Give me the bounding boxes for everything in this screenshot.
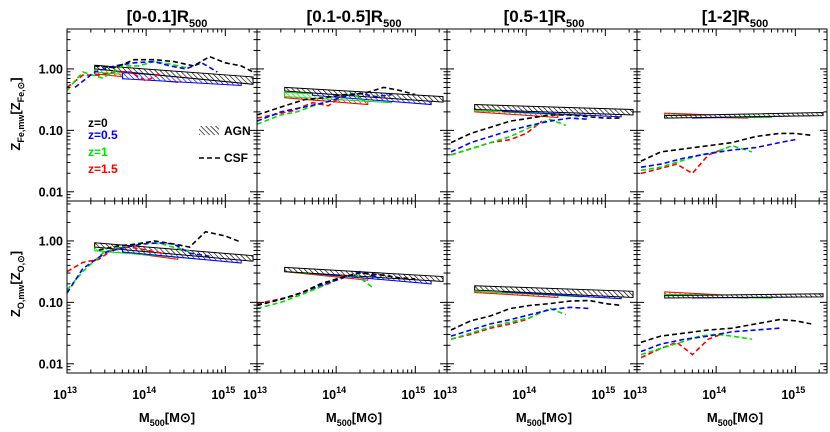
y-tick-label: 0.10 bbox=[39, 124, 63, 138]
plot-area bbox=[67, 230, 254, 294]
y-tick-label: 0.01 bbox=[39, 357, 63, 371]
x-tick-label: 1015 bbox=[401, 385, 425, 402]
csf-line-z1 bbox=[640, 144, 753, 172]
agn-band-z0 bbox=[94, 64, 254, 85]
csf-line-z15 bbox=[640, 148, 725, 175]
panel-r1-c1: 0.01 0.10 1.00 bbox=[39, 28, 258, 202]
x-tick-label: 1015 bbox=[211, 385, 235, 402]
csf-line-z15 bbox=[67, 71, 163, 89]
csf-line-z0 bbox=[640, 132, 812, 162]
csf-line-z05 bbox=[67, 241, 210, 294]
x-tick-label: 1013 bbox=[53, 385, 77, 402]
x-tick-label: 1013 bbox=[623, 385, 647, 402]
y-tick-label: 1.00 bbox=[39, 234, 63, 248]
csf-line-z1 bbox=[640, 333, 752, 356]
panel-r1-c4 bbox=[636, 28, 828, 202]
x-tick-label: 1014 bbox=[322, 385, 346, 402]
x-axis-label-4: M500[M⊙] bbox=[707, 410, 763, 428]
legend-z0: z=0 bbox=[88, 116, 108, 130]
legend-z1: z=1 bbox=[88, 145, 108, 159]
panel-r1-c3 bbox=[446, 28, 638, 202]
x-axis-label-2: M500[M⊙] bbox=[326, 410, 382, 428]
agn-band-z0 bbox=[284, 86, 444, 103]
csf-line-z1 bbox=[257, 273, 373, 310]
csf-line-z05 bbox=[450, 117, 590, 153]
panel-title-3: [0.5-1]R500 bbox=[504, 7, 585, 30]
legend-agn-label: AGN bbox=[224, 124, 251, 138]
agn-band-z0 bbox=[474, 104, 634, 116]
plot-area bbox=[67, 55, 254, 91]
csf-line-z05 bbox=[450, 306, 590, 337]
csf-line-z05 bbox=[74, 60, 218, 89]
x-axis-label-1: M500[M⊙] bbox=[139, 410, 195, 428]
legend-csf-label: CSF bbox=[224, 151, 248, 165]
panel-r2-c4: 1013 1014 1015 bbox=[623, 200, 828, 402]
csf-line-z0 bbox=[257, 86, 416, 116]
y-tick-label: 0.10 bbox=[39, 296, 63, 310]
panel-title-2: [0.1-0.5]R500 bbox=[307, 7, 402, 30]
csf-line-z15 bbox=[257, 274, 345, 305]
legend: z=0 z=0.5 z=1 z=1.5 AGN CSF bbox=[88, 116, 251, 176]
legend-z05: z=0.5 bbox=[88, 128, 118, 142]
panel-frame bbox=[636, 200, 828, 374]
plot-area bbox=[257, 86, 444, 125]
legend-z15: z=1.5 bbox=[88, 162, 118, 176]
panel-r2-c2: 1013 1014 1015 bbox=[243, 200, 448, 402]
panel-title-4: [1-2]R500 bbox=[702, 7, 769, 30]
legend-agn-swatch bbox=[199, 126, 219, 135]
csf-line-z0 bbox=[94, 55, 254, 73]
y-tick-label: 1.00 bbox=[39, 62, 63, 76]
y-axis-label-o: ZO,mw[ZO,⊙] bbox=[8, 251, 26, 317]
agn-band-z0 bbox=[474, 285, 634, 298]
csf-line-z1 bbox=[450, 307, 567, 340]
csf-line-z05 bbox=[640, 327, 780, 353]
plot-area bbox=[640, 291, 824, 359]
panel-r2-c1: 0.01 0.10 1.00 1013 1014 1015 bbox=[39, 200, 258, 402]
csf-line-z05 bbox=[257, 92, 392, 122]
x-tick-label: 1014 bbox=[702, 385, 726, 402]
csf-line-z1 bbox=[450, 118, 567, 156]
x-axis-label-3: M500[M⊙] bbox=[516, 410, 572, 428]
panel-frame bbox=[66, 200, 258, 374]
csf-line-z05 bbox=[640, 138, 796, 168]
csf-line-z1 bbox=[67, 60, 186, 91]
x-tick-label: 1014 bbox=[512, 385, 536, 402]
plot-area bbox=[450, 104, 634, 156]
agn-band-z0 bbox=[664, 293, 824, 299]
y-axis-label-fe: ZFe,mw[ZFe,⊙] bbox=[8, 77, 26, 150]
x-tick-label: 1015 bbox=[591, 385, 615, 402]
plot-area bbox=[450, 285, 634, 340]
x-tick-label: 1015 bbox=[781, 385, 805, 402]
x-tick-label: 1014 bbox=[132, 385, 156, 402]
panel-frame bbox=[256, 28, 448, 202]
agn-band-z0 bbox=[664, 112, 824, 119]
csf-line-z0 bbox=[640, 318, 812, 344]
csf-line-z15 bbox=[640, 332, 725, 359]
panel-frame bbox=[256, 200, 448, 374]
csf-line-z0 bbox=[98, 230, 242, 251]
plot-area bbox=[257, 266, 444, 310]
x-tick-label: 1013 bbox=[243, 385, 267, 402]
plot-area bbox=[640, 112, 824, 175]
csf-line-z0 bbox=[450, 114, 622, 144]
panel-title-1: [0-0.1]R500 bbox=[127, 7, 208, 30]
panel-r1-c2 bbox=[256, 28, 448, 202]
panel-r2-c3: 1013 1014 1015 bbox=[433, 200, 638, 402]
csf-line-z15 bbox=[67, 246, 163, 273]
y-tick-label: 0.01 bbox=[39, 185, 63, 199]
x-tick-label: 1013 bbox=[433, 385, 457, 402]
